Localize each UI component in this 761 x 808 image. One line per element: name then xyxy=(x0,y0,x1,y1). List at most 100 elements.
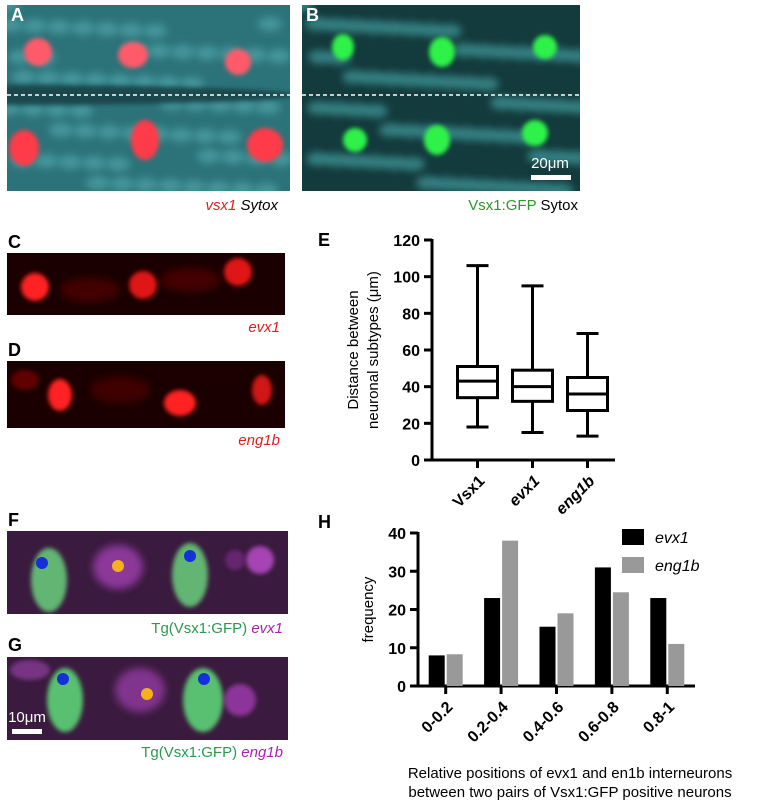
panel-label: B xyxy=(306,5,319,25)
cell xyxy=(306,152,330,166)
panel-label: E xyxy=(318,230,330,250)
cell xyxy=(256,100,280,114)
cell xyxy=(47,20,71,34)
cell xyxy=(45,103,69,117)
cell xyxy=(49,123,73,137)
cell xyxy=(416,176,440,190)
y-tick-label: 100 xyxy=(393,270,420,287)
cell xyxy=(522,120,548,146)
cell xyxy=(169,128,193,142)
y-tick-label: 120 xyxy=(393,233,420,250)
caption: Tg(Vsx1:GFP) eng1b xyxy=(141,744,283,761)
y-tick-label: 10 xyxy=(388,641,406,658)
caption-part: evx1 xyxy=(251,620,283,637)
cell xyxy=(156,76,180,90)
panel-label: A xyxy=(11,5,24,25)
cell xyxy=(400,22,424,36)
x-tick-label: eng1b xyxy=(553,473,598,518)
cell xyxy=(361,71,385,85)
caption-part: Tg(Vsx1:GFP) xyxy=(141,744,237,761)
cell xyxy=(324,18,348,32)
cell xyxy=(221,150,245,164)
cell xyxy=(164,390,196,416)
cell xyxy=(398,124,422,138)
cell xyxy=(382,156,406,170)
cell xyxy=(547,99,571,113)
cell xyxy=(60,278,120,302)
cell xyxy=(34,154,58,168)
x-tick-label: 0.6-0.8 xyxy=(575,699,622,746)
cell xyxy=(10,660,50,680)
scale-bar-label: 20μm xyxy=(531,155,569,172)
cell xyxy=(472,44,496,58)
caption-part: Sytox xyxy=(240,197,278,214)
cell xyxy=(119,23,143,37)
x-tick-label: 0-0.2 xyxy=(419,699,457,737)
cell xyxy=(345,103,369,117)
cell xyxy=(97,125,121,139)
cell xyxy=(528,98,552,112)
y-tick-label: 0 xyxy=(411,453,420,470)
marker-dot xyxy=(36,557,48,569)
cell xyxy=(246,546,274,574)
cell xyxy=(344,154,368,168)
caption: eng1b xyxy=(238,432,280,449)
bar xyxy=(484,598,501,686)
cell xyxy=(325,153,349,167)
scale-bar xyxy=(531,175,571,180)
cell xyxy=(60,72,84,86)
cell xyxy=(86,176,110,190)
cell xyxy=(84,73,108,87)
cell xyxy=(21,273,49,301)
bar xyxy=(557,613,574,686)
cell xyxy=(73,124,97,138)
cell xyxy=(437,75,461,89)
cell xyxy=(132,75,156,89)
cell xyxy=(549,183,573,191)
cell xyxy=(343,128,367,152)
cell xyxy=(129,271,157,299)
cell xyxy=(7,5,19,12)
cell xyxy=(115,668,165,712)
cell xyxy=(399,73,423,87)
cell xyxy=(492,180,516,191)
cell xyxy=(247,128,283,162)
image-content xyxy=(11,370,272,416)
cell xyxy=(475,77,499,91)
x-tick-label: evx1 xyxy=(506,473,543,510)
y-axis-label: frequency xyxy=(360,576,377,642)
undefined xyxy=(7,531,288,614)
cell xyxy=(106,157,130,171)
cell xyxy=(332,34,354,60)
caption: evx1 xyxy=(248,319,280,336)
cell xyxy=(326,102,350,116)
y-tick-label: 20 xyxy=(388,603,406,620)
cell xyxy=(197,149,221,163)
cell xyxy=(224,684,256,716)
undefined xyxy=(7,253,285,315)
image-content xyxy=(7,5,290,191)
cell xyxy=(307,101,331,115)
cell xyxy=(48,379,72,411)
cell xyxy=(363,155,387,169)
marker-dot xyxy=(184,550,196,562)
caption: vsx1 Sytox xyxy=(205,197,278,214)
cell xyxy=(254,183,278,191)
marker-dot xyxy=(57,673,69,685)
cell xyxy=(401,157,425,171)
cell xyxy=(546,150,570,164)
cell xyxy=(302,5,314,12)
caption: Tg(Vsx1:GFP) evx1 xyxy=(151,620,283,637)
cell xyxy=(36,71,60,85)
cell xyxy=(380,72,404,86)
bar xyxy=(650,598,667,686)
cell xyxy=(258,17,282,31)
panel-label: H xyxy=(318,512,331,532)
panel-label: G xyxy=(8,635,22,655)
cell xyxy=(424,125,450,155)
cell xyxy=(232,99,256,113)
cell xyxy=(69,104,93,118)
cell xyxy=(24,38,52,66)
cell xyxy=(362,20,386,34)
cell xyxy=(110,177,134,191)
